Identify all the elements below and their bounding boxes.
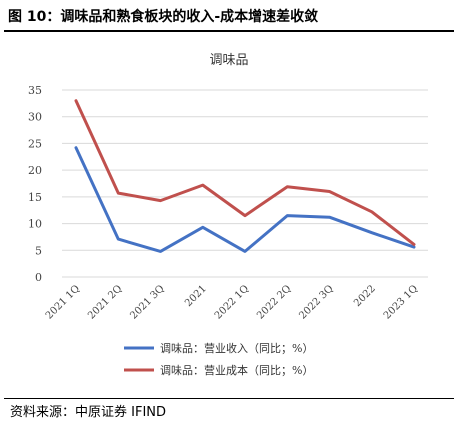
y-tick-label: 0 bbox=[35, 271, 42, 284]
x-tick-label: 2021 2Q bbox=[86, 283, 124, 321]
legend-label: 调味品：营业收入（同比；%） bbox=[160, 341, 313, 355]
legend-label: 调味品：营业成本（同比；%） bbox=[160, 363, 313, 377]
bottom-rule bbox=[4, 398, 454, 399]
x-tick-label: 2022 1Q bbox=[213, 283, 251, 321]
x-tick-label: 2022 bbox=[352, 283, 378, 309]
x-tick-label: 2023 1Q bbox=[382, 283, 420, 321]
x-tick-label: 2021 3Q bbox=[128, 283, 166, 321]
series-lines bbox=[74, 99, 416, 253]
line-chart: 调味品 0 5 10 15 20 25 30 35 2021 1Q 2021 2Q 2021 3Q… bbox=[28, 53, 428, 377]
chart-title: 调味品 bbox=[209, 53, 248, 68]
y-tick-label: 15 bbox=[28, 191, 42, 204]
y-tick-label: 20 bbox=[28, 164, 42, 177]
y-tick-label: 5 bbox=[35, 244, 42, 257]
legend: 调味品：营业收入（同比；%） 调味品：营业成本（同比；%） bbox=[124, 341, 313, 377]
x-tick-labels: 2021 1Q 2021 2Q 2021 3Q 2021 2022 1Q 2022 2Q 2… bbox=[44, 283, 420, 321]
y-tick-labels: 0 5 10 15 20 25 30 35 bbox=[28, 84, 42, 284]
x-tick-label: 2022 3Q bbox=[297, 283, 335, 321]
y-tick-label: 25 bbox=[28, 137, 42, 150]
title-rule bbox=[4, 30, 454, 32]
series-line-1 bbox=[74, 146, 416, 253]
x-tick-label: 2022 2Q bbox=[255, 283, 293, 321]
y-tick-label: 35 bbox=[28, 84, 42, 97]
series-line-2 bbox=[74, 99, 416, 246]
source-note: 资料来源：中原证券 IFIND bbox=[10, 405, 167, 420]
x-tick-label: 2021 bbox=[183, 283, 209, 309]
x-tick-label: 2021 1Q bbox=[44, 283, 82, 321]
y-tick-label: 30 bbox=[28, 111, 42, 124]
y-tick-label: 10 bbox=[28, 218, 42, 231]
chart-container: 调味品 0 5 10 15 20 25 30 35 2021 1Q 2021 2Q 2021 3Q… bbox=[4, 32, 454, 396]
gridlines bbox=[62, 89, 428, 278]
figure-title: 图 10：调味品和熟食板块的收入-成本增速差收敛 bbox=[8, 9, 319, 25]
